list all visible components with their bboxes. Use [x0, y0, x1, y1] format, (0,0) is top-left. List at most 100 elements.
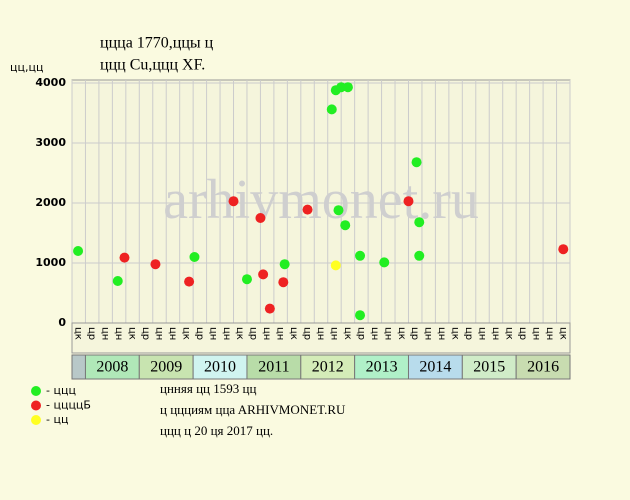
year-label: 2012	[312, 359, 344, 376]
year-cell	[138, 354, 194, 380]
column-label: цн	[477, 327, 488, 340]
column-label: цр	[302, 327, 313, 340]
column-label: цр	[248, 327, 259, 340]
legend-marker	[31, 386, 41, 396]
point	[414, 217, 425, 228]
legend-label: - ццц	[46, 384, 76, 397]
year-label: 2010	[204, 359, 236, 376]
y-axis-label: цц,цц	[10, 61, 43, 74]
note: ц ццциям ццa ARHIVMONET.RU	[160, 402, 346, 417]
column-label: цн	[490, 327, 501, 340]
point	[326, 104, 337, 115]
year-cell	[84, 354, 140, 380]
note: ццц ц 20 ця 2017 цц.	[160, 423, 273, 438]
point	[379, 257, 390, 268]
chart-title: ццца 1770,ццы ц	[100, 35, 214, 52]
point	[119, 252, 130, 263]
column-label: цн	[423, 327, 434, 340]
y-tick-label: 1000	[35, 256, 66, 269]
column-strip	[71, 322, 571, 354]
point	[302, 204, 313, 215]
y-tick-label: 0	[58, 316, 66, 329]
point	[403, 196, 414, 207]
point	[184, 276, 195, 287]
column-label: цк	[503, 327, 514, 340]
year-label: 2013	[366, 359, 398, 376]
column-label: цн	[544, 327, 555, 340]
column-label: цн	[221, 327, 232, 340]
column-label: цр	[194, 327, 205, 340]
y-tick-label: 4000	[35, 76, 66, 89]
point	[342, 82, 353, 93]
column-label: цк	[342, 327, 353, 340]
column-label: цн	[113, 327, 124, 340]
note: цнняя цц 1593 цц	[160, 381, 256, 396]
column-label: цк	[73, 327, 84, 340]
year-label: 2011	[258, 359, 289, 376]
year-label: 2015	[473, 359, 505, 376]
column-label: цн	[167, 327, 178, 340]
column-label: цк	[396, 327, 407, 340]
column-label: цк	[288, 327, 299, 340]
point	[241, 274, 252, 285]
legend-marker	[31, 415, 41, 425]
column-label: цн	[530, 327, 541, 340]
year-cell	[461, 354, 517, 380]
column-label: цк	[234, 327, 245, 340]
point	[258, 269, 269, 280]
column-label: цр	[517, 327, 528, 340]
column-label: цн	[153, 327, 164, 340]
point	[414, 250, 425, 261]
point	[278, 277, 289, 288]
year-cell	[71, 354, 86, 380]
point	[112, 276, 123, 286]
year-label: 2008	[96, 359, 128, 376]
column-label: цн	[436, 327, 447, 340]
point	[558, 244, 569, 255]
watermark: arhivmonet.ru	[163, 169, 479, 231]
column-label: цр	[140, 327, 151, 340]
column-label: цн	[382, 327, 393, 340]
y-tick-label: 2000	[35, 196, 66, 209]
point	[330, 260, 341, 271]
point	[255, 213, 266, 223]
point	[264, 303, 275, 314]
column-label: цр	[355, 327, 366, 340]
column-label: цр	[463, 327, 474, 340]
legend-label: - цц	[46, 413, 68, 426]
column-label: цн	[261, 327, 272, 340]
chart-subtitle: ццц Cu,ццц XF.	[100, 57, 205, 74]
column-label: цк	[450, 327, 461, 340]
point	[333, 205, 344, 216]
year-label: 2016	[527, 359, 559, 376]
legend-marker	[31, 400, 41, 411]
year-cell	[407, 354, 463, 380]
point	[355, 310, 366, 321]
column-label: цк	[127, 327, 138, 340]
column-label: цн	[315, 327, 326, 340]
point	[340, 220, 351, 231]
year-cell	[515, 354, 571, 380]
column-label: цр	[409, 327, 420, 340]
point	[279, 259, 290, 270]
column-label: цн	[369, 327, 380, 340]
y-tick-label: 3000	[35, 136, 66, 149]
point	[411, 157, 422, 168]
column-label: цк	[180, 327, 191, 340]
column-label: цк	[557, 327, 568, 340]
year-label: 2014	[419, 359, 451, 376]
legend-label: - ццццБ	[46, 399, 91, 412]
point	[228, 196, 239, 207]
point	[355, 250, 366, 261]
column-label: цн	[207, 327, 218, 340]
column-label: цн	[100, 327, 111, 340]
column-label: цн	[328, 327, 339, 340]
year-cell	[192, 354, 248, 380]
plot-area	[71, 79, 571, 324]
year-label: 2009	[150, 359, 182, 376]
column-label: цн	[275, 327, 286, 340]
point	[189, 252, 200, 262]
point	[150, 259, 161, 270]
point	[73, 246, 84, 256]
